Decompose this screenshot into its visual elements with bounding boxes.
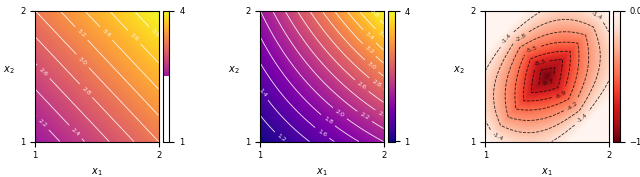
Text: -8.3: -8.3 [534,59,547,67]
X-axis label: $x_1$: $x_1$ [316,166,328,177]
Text: 2.8: 2.8 [371,79,381,88]
Text: 3.8: 3.8 [150,28,161,38]
Y-axis label: $x_2$: $x_2$ [228,64,240,76]
Text: -5.5: -5.5 [526,45,539,54]
Text: 3.2: 3.2 [364,45,374,55]
Text: 3.6: 3.6 [376,30,387,40]
Text: 3.6: 3.6 [129,32,140,42]
Text: 2.2: 2.2 [359,112,370,121]
Text: 2.4: 2.4 [70,127,81,137]
Text: 3.4: 3.4 [100,28,111,39]
Text: -6.9: -6.9 [554,89,567,99]
X-axis label: $x_1$: $x_1$ [91,166,102,177]
Text: -4.2: -4.2 [566,100,579,112]
Text: 1.4: 1.4 [257,87,268,98]
Text: 2.2: 2.2 [37,118,48,128]
Text: 1.2: 1.2 [276,133,287,143]
Text: 1.6: 1.6 [317,128,328,138]
Text: 3.0: 3.0 [366,61,377,71]
Text: -1.4: -1.4 [491,132,504,142]
Text: -1.4: -1.4 [500,33,513,45]
Text: 2.8: 2.8 [81,86,92,96]
Text: 3.2: 3.2 [76,28,87,39]
Text: 3.8: 3.8 [369,8,380,19]
Text: 2.6: 2.6 [356,81,367,91]
Text: -9.7: -9.7 [542,79,555,87]
Text: -1.4: -1.4 [576,113,589,124]
Y-axis label: $x_2$: $x_2$ [3,64,15,76]
Text: 2.6: 2.6 [38,67,49,77]
Text: 1.8: 1.8 [323,116,333,125]
Text: 2.4: 2.4 [377,110,388,119]
Text: 3.0: 3.0 [77,56,88,66]
Text: -1.4: -1.4 [590,10,603,21]
Text: -2.8: -2.8 [514,32,527,42]
Text: 3.4: 3.4 [364,31,375,42]
Text: 2.0: 2.0 [334,109,346,118]
Y-axis label: $x_2$: $x_2$ [453,64,465,76]
X-axis label: $x_1$: $x_1$ [541,166,553,177]
